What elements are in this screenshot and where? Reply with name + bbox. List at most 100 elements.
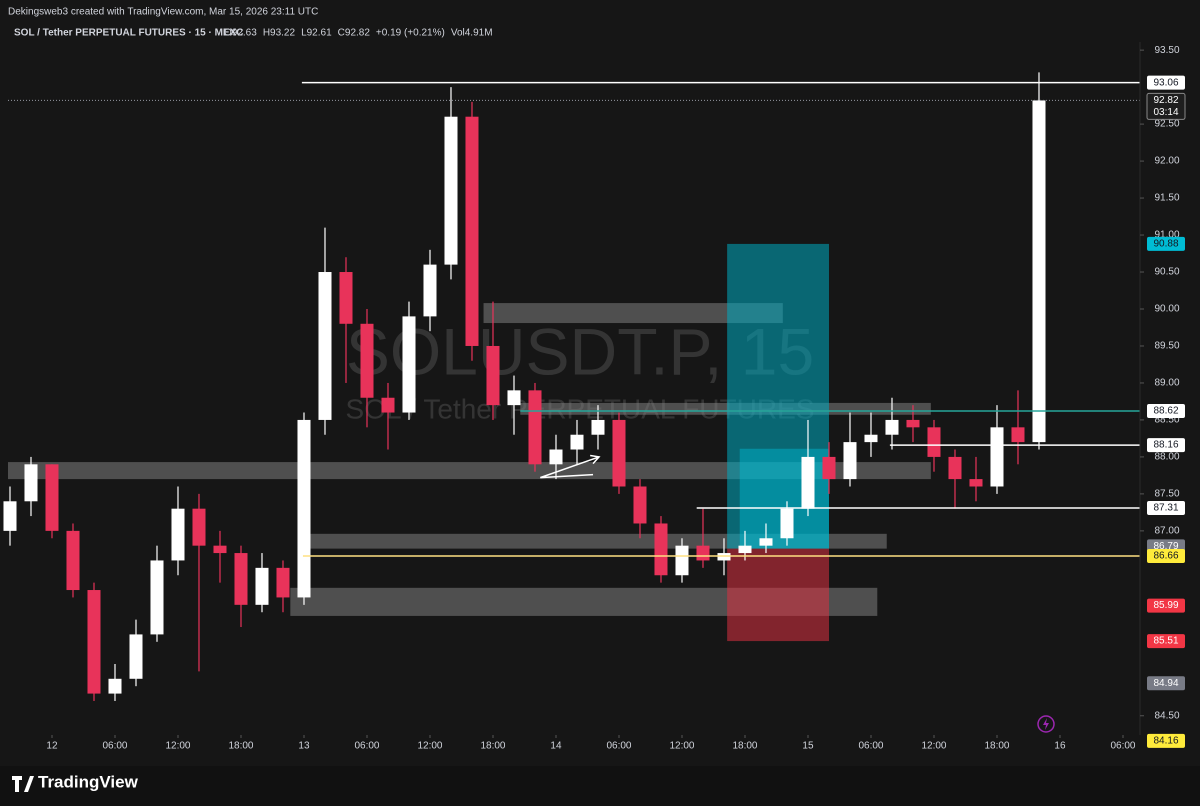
x-tick-label: 12:00: [921, 741, 946, 752]
candle-body: [24, 464, 38, 502]
x-tick-label: 06:00: [606, 741, 631, 752]
price-badge-label: 86.79: [1153, 541, 1178, 552]
alert-bolt: [1043, 718, 1049, 730]
candle-body: [213, 545, 227, 554]
candle-body: [549, 449, 563, 465]
x-tick-label: 06:00: [858, 741, 883, 752]
price-badge-label: 85.51: [1153, 636, 1178, 647]
zone: [520, 402, 931, 415]
x-tick-label: 18:00: [984, 741, 1009, 752]
price-badge: [1147, 404, 1185, 419]
y-tick-label: 87.00: [1154, 526, 1179, 537]
candle-body: [822, 456, 836, 480]
candle-body: [255, 567, 269, 605]
candle-body: [927, 427, 941, 457]
price-badge-label: 86.66: [1153, 551, 1178, 562]
candle-body: [906, 419, 920, 428]
candle-body: [780, 508, 794, 539]
y-tick-label: 90.00: [1154, 304, 1179, 315]
price-badge: [1147, 236, 1185, 251]
candle-body: [465, 116, 479, 346]
arrow: [539, 454, 601, 479]
x-tick-label: 16: [1054, 741, 1066, 752]
price-badge-label: 84.16: [1153, 736, 1178, 747]
x-tick-label: 18:00: [732, 741, 757, 752]
price-badge: [1147, 75, 1185, 90]
y-tick-label: 92.00: [1154, 156, 1179, 167]
candle-body: [150, 560, 164, 635]
price-badge-label: 85.99: [1153, 600, 1178, 611]
candle-body: [528, 390, 542, 465]
legend-item: H93.22: [263, 28, 296, 39]
candle-body: [507, 390, 521, 406]
y-tick-label: 84.50: [1154, 710, 1179, 721]
candle-body: [276, 567, 290, 598]
candle-body: [444, 116, 458, 265]
price-badge: [1147, 634, 1185, 649]
price-badge-label: 90.88: [1153, 239, 1178, 250]
logo-mark: [12, 776, 34, 792]
candle-body: [612, 419, 626, 487]
price-badge: [1147, 733, 1185, 748]
candle-body: [738, 545, 752, 554]
x-tick-label: 06:00: [354, 741, 379, 752]
candle-body: [570, 434, 584, 450]
price-badge: [1147, 438, 1185, 453]
candle-body: [381, 397, 395, 413]
author-line: Dekingsweb3 created with TradingView.com…: [8, 7, 318, 18]
candle-body: [654, 523, 668, 576]
candle-body: [318, 272, 332, 420]
candle-body: [969, 479, 983, 487]
candle-body: [486, 345, 500, 406]
y-tick-label: 88.50: [1154, 415, 1179, 426]
price-badge: [1146, 92, 1186, 120]
footer: [0, 766, 1200, 806]
alert-icon[interactable]: [1037, 715, 1055, 733]
price-badge: [1147, 549, 1185, 564]
zone: [8, 462, 931, 480]
ohlc-legend: O92.63 H93.22 L92.61 C92.82 +0.19 (+0.21%) Vo…: [224, 28, 493, 39]
candle-body: [843, 442, 857, 480]
candle-body: [591, 419, 605, 435]
price-badge: [1147, 598, 1185, 613]
candle-body: [108, 678, 122, 694]
candle-body: [696, 545, 710, 561]
y-tick-label: 87.50: [1154, 489, 1179, 500]
price-badge-label: 88.62: [1153, 406, 1178, 417]
candle-body: [87, 590, 101, 694]
brand: TradingView: [38, 772, 139, 791]
x-tick-label: 14: [550, 741, 562, 752]
price-badge: [1147, 500, 1185, 515]
candle-body: [171, 508, 185, 561]
candle-body: [402, 316, 416, 413]
candle-body: [633, 486, 647, 524]
candle-body: [45, 464, 59, 531]
zone: [483, 303, 783, 324]
y-tick-label: 91.50: [1154, 193, 1179, 204]
candle-body: [297, 419, 311, 598]
y-tick-label: 89.50: [1154, 341, 1179, 352]
price-badge-label: 93.06: [1153, 77, 1178, 88]
candle-body: [885, 419, 899, 435]
price-badge-label: 84.94: [1153, 678, 1178, 689]
y-tick-label: 92.50: [1154, 119, 1179, 130]
candle-body: [423, 264, 437, 317]
legend-item: O92.63: [224, 28, 257, 39]
price-badge-label: 92.82: [1153, 95, 1178, 106]
candle-body: [66, 530, 80, 591]
candle-body: [129, 634, 143, 679]
candle-body: [1011, 427, 1025, 443]
candle-body: [948, 456, 962, 480]
candle-body: [3, 501, 17, 531]
symbol: SOL / Tether PERPETUAL FUTURES · 15 · ME…: [14, 28, 243, 39]
candle-body: [801, 456, 815, 509]
price-badge-label: 88.16: [1153, 440, 1178, 451]
candle-body: [864, 434, 878, 443]
y-tick-label: 90.50: [1154, 267, 1179, 278]
x-tick-label: 15: [802, 741, 814, 752]
x-tick-label: 18:00: [480, 741, 505, 752]
candle-body: [192, 508, 206, 546]
candle-body: [675, 545, 689, 576]
